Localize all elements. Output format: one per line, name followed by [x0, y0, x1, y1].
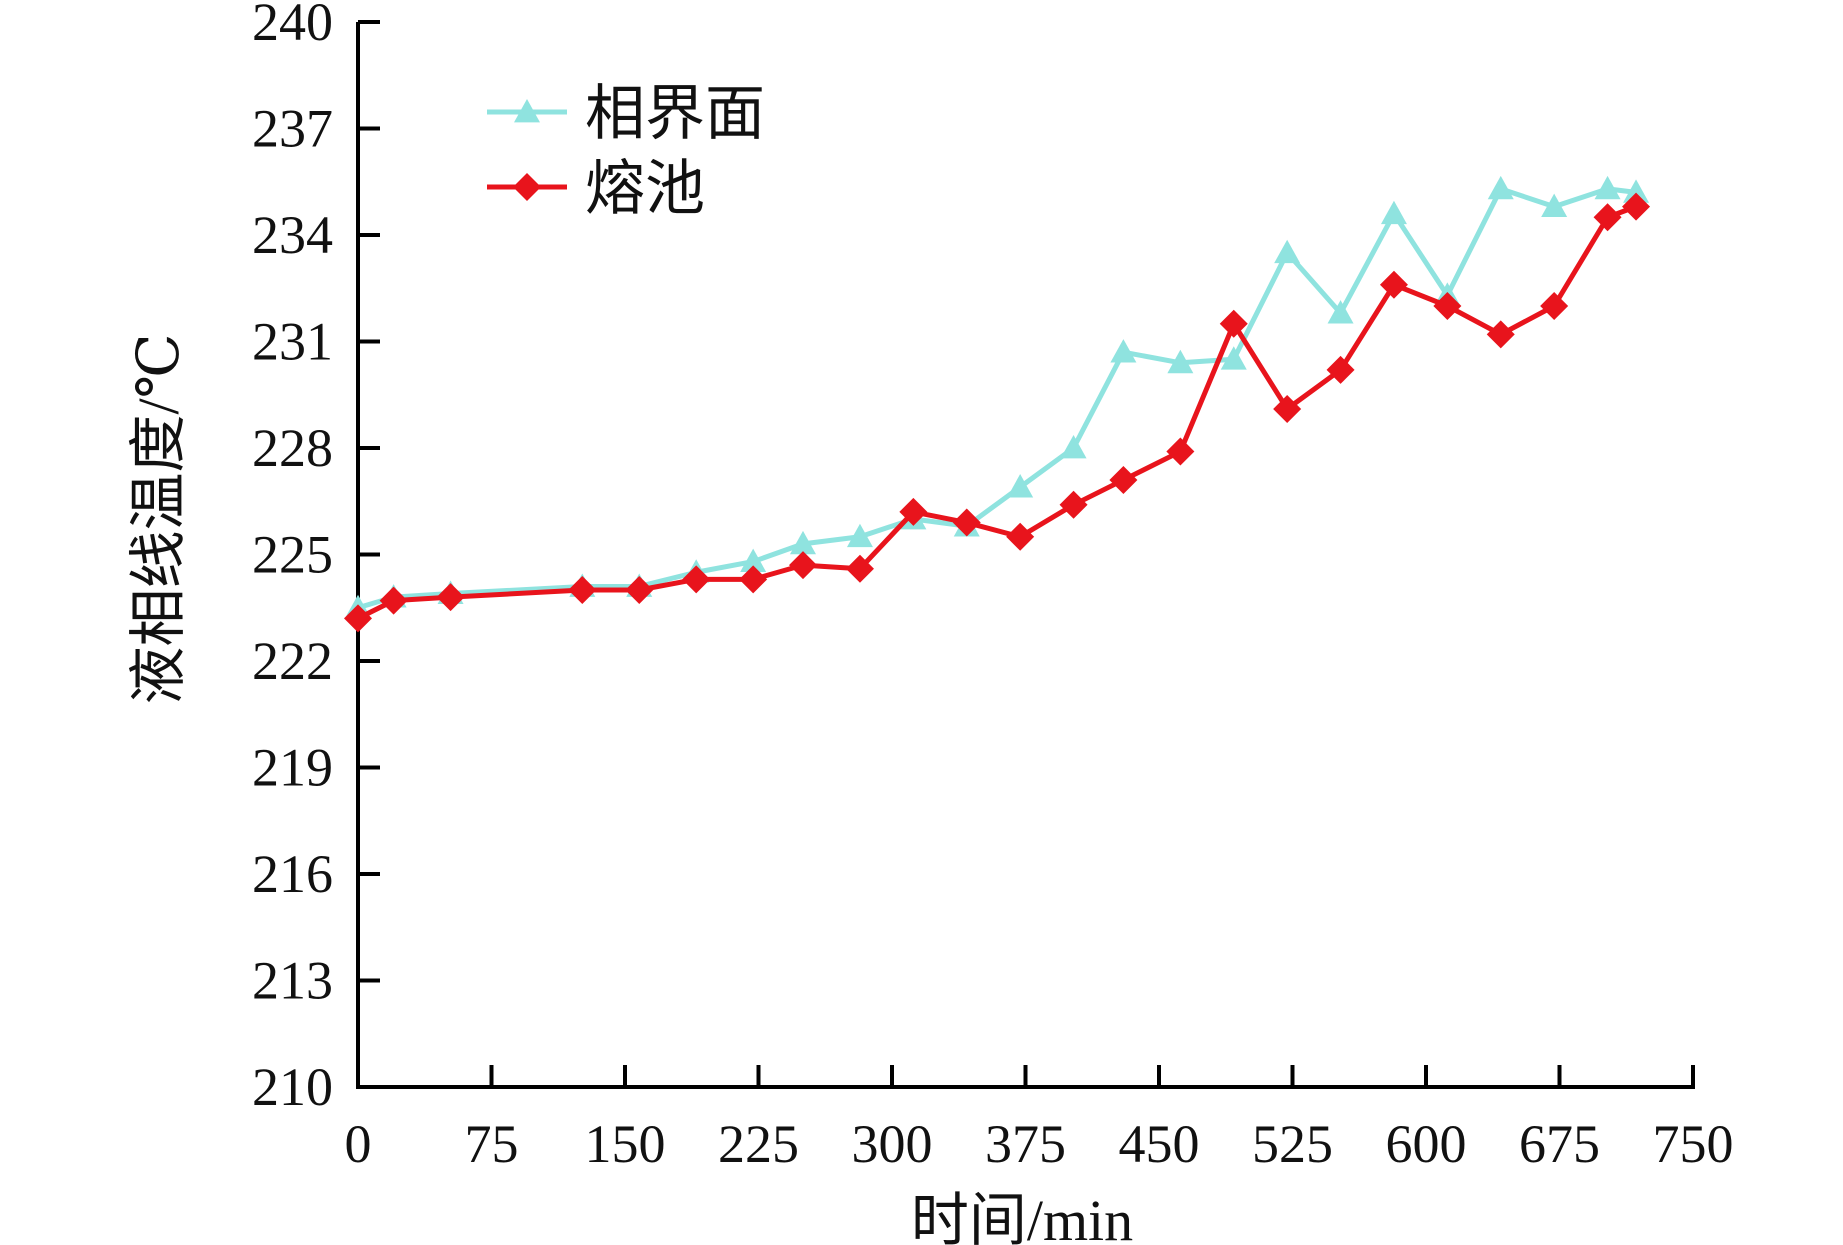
- data-point: [1326, 355, 1355, 384]
- x-tick-label: 750: [1653, 1114, 1734, 1174]
- x-tick-label: 675: [1519, 1114, 1600, 1174]
- series-line: [357, 186, 1637, 611]
- legend-entry: 相界面: [487, 81, 765, 147]
- x-tick-label: 450: [1119, 1114, 1200, 1174]
- data-point: [1219, 309, 1248, 338]
- data-point: [1109, 465, 1138, 494]
- data-point: [1059, 490, 1088, 519]
- data-point: [1110, 339, 1137, 363]
- data-point: [436, 583, 465, 612]
- data-point: [952, 508, 981, 537]
- x-axis-title: 时间/min: [911, 1188, 1133, 1245]
- data-point: [1593, 203, 1622, 232]
- y-tick-label: 228: [252, 418, 333, 478]
- data-point: [1220, 346, 1247, 370]
- data-point: [1007, 474, 1034, 498]
- legend-entry: 熔池: [487, 156, 705, 222]
- legend-marker: [513, 173, 541, 201]
- x-tick-label: 225: [718, 1114, 799, 1174]
- data-point: [1380, 200, 1407, 225]
- y-tick-label: 234: [252, 205, 333, 265]
- y-tick-label: 240: [252, 0, 333, 52]
- data-point: [846, 523, 873, 548]
- series-layer: [344, 175, 1651, 633]
- legend-label: 熔池: [585, 156, 705, 222]
- y-tick-label: 219: [252, 738, 333, 798]
- data-point: [568, 576, 597, 604]
- data-point: [1487, 175, 1514, 200]
- data-point: [1623, 179, 1650, 203]
- y-tick-label: 222: [252, 631, 333, 691]
- series-melt-pool: [344, 192, 1651, 633]
- data-point: [625, 576, 654, 604]
- x-tick-label: 300: [852, 1114, 933, 1174]
- data-point: [845, 554, 874, 583]
- y-tick-label: 216: [252, 844, 333, 904]
- data-point: [1273, 394, 1302, 423]
- data-point: [1541, 193, 1568, 217]
- data-point: [1379, 270, 1408, 299]
- data-point: [1433, 292, 1462, 320]
- data-point: [899, 497, 928, 526]
- data-point: [1327, 300, 1354, 324]
- data-point: [1006, 522, 1035, 551]
- x-tick-label: 600: [1386, 1114, 1467, 1174]
- y-tick-label: 231: [252, 312, 333, 372]
- data-point: [1060, 435, 1087, 459]
- y-tick-label: 225: [252, 525, 333, 585]
- data-point: [1540, 292, 1569, 320]
- data-point: [790, 530, 816, 555]
- series-interface: [345, 175, 1650, 619]
- y-axis-title: 液相线温度/℃: [126, 334, 191, 705]
- x-tick-label: 525: [1252, 1114, 1333, 1174]
- y-tick-label: 213: [252, 951, 333, 1011]
- data-point: [739, 565, 768, 594]
- x-tick-label: 150: [585, 1114, 666, 1174]
- data-point: [789, 551, 817, 580]
- data-point: [740, 548, 767, 572]
- data-point: [1622, 192, 1651, 221]
- y-tick-label: 237: [252, 99, 333, 159]
- data-point: [379, 586, 408, 615]
- data-point: [1486, 320, 1515, 349]
- axes: 210 213 216 219 222 225 228 231 234 237 240 0 75 150 2…: [252, 0, 1734, 1174]
- x-tick-label: 0: [345, 1114, 372, 1174]
- legend-label: 相界面: [585, 81, 765, 147]
- data-point: [1167, 349, 1194, 374]
- data-point: [344, 604, 372, 633]
- series-line: [356, 204, 1637, 621]
- axis-labels: 时间/min 液相线温度/℃: [126, 334, 1133, 1245]
- data-point: [1594, 175, 1621, 200]
- data-point: [1166, 437, 1195, 466]
- data-point: [682, 565, 711, 594]
- x-tick-label: 375: [985, 1114, 1066, 1174]
- y-tick-label: 210: [252, 1057, 333, 1117]
- x-tick-label: 75: [465, 1114, 519, 1174]
- data-point: [1274, 239, 1301, 264]
- legend-marker: [514, 99, 540, 123]
